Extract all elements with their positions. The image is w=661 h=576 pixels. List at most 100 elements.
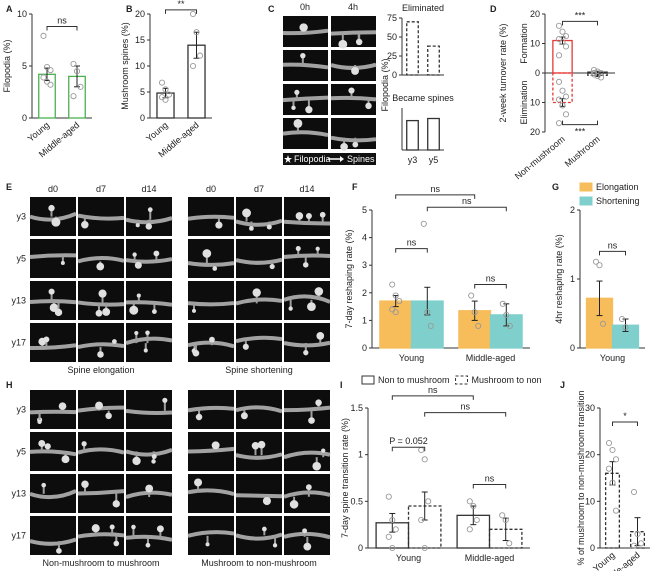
image-column-label: d0 xyxy=(48,184,58,194)
significance-label: ns xyxy=(430,184,440,194)
spine-head xyxy=(109,524,115,530)
spine-head xyxy=(315,246,320,251)
data-point xyxy=(40,74,47,81)
image-column-label: d0 xyxy=(206,184,216,194)
y-tick-label: 10 xyxy=(17,9,27,19)
panel-label: B xyxy=(126,4,133,14)
data-point xyxy=(555,22,563,29)
image-cell xyxy=(188,281,234,320)
dendrite xyxy=(29,489,77,500)
bar xyxy=(552,72,573,104)
dendrite xyxy=(77,213,125,221)
data-point xyxy=(418,446,425,454)
dendrite xyxy=(283,294,331,304)
data-point xyxy=(392,309,399,316)
dendrite xyxy=(282,130,329,138)
dendrite xyxy=(330,30,377,36)
spine-head xyxy=(131,524,136,530)
data-point xyxy=(418,516,425,524)
legend-swatch xyxy=(579,182,593,192)
data-point xyxy=(612,456,620,463)
y-axis-label: Mushroom spines (%) xyxy=(120,22,130,110)
dendrite xyxy=(77,447,125,455)
y-axis-label: Filopodia (%) xyxy=(380,58,390,111)
y-tick-label: 3 xyxy=(362,260,367,270)
spine-head xyxy=(134,261,142,269)
spine-head xyxy=(192,349,200,357)
image-caption: Spine elongation xyxy=(67,365,134,375)
spine-head xyxy=(242,343,249,350)
spine-head xyxy=(91,524,100,533)
dendrite xyxy=(330,95,377,102)
data-point xyxy=(73,68,81,75)
dendrite xyxy=(235,218,283,227)
spine-head xyxy=(96,262,105,271)
image-cell xyxy=(284,239,330,278)
legend-swatch xyxy=(361,375,375,385)
data-point xyxy=(196,52,204,59)
significance-label: ns xyxy=(486,274,496,284)
image-cell xyxy=(30,323,76,362)
data-point xyxy=(385,533,392,540)
y-tick-label: 10 xyxy=(135,61,145,71)
data-point xyxy=(630,542,638,549)
dendrite xyxy=(235,297,283,306)
image-row-label: y3 xyxy=(16,405,26,415)
spine-head xyxy=(81,480,89,489)
spine-head xyxy=(194,478,203,487)
significance-label: ns xyxy=(428,385,438,395)
legend-label: Elongation xyxy=(596,182,639,192)
data-point xyxy=(189,62,197,70)
image-caption: Spine shortening xyxy=(225,365,293,375)
image-row-label: y5 xyxy=(16,447,26,457)
dendrite xyxy=(125,336,173,346)
data-point xyxy=(555,36,563,43)
spine-head xyxy=(135,223,140,228)
y-tick-label: 1 xyxy=(570,274,575,284)
dendrite xyxy=(125,447,173,457)
significance-bracket xyxy=(391,446,426,452)
dendrite xyxy=(330,135,377,143)
image-cell xyxy=(236,323,282,362)
image-row-label: y17 xyxy=(11,531,26,541)
spine-head xyxy=(145,484,154,493)
panel-label: D xyxy=(490,4,497,14)
spine-head xyxy=(294,89,300,95)
image-cell xyxy=(236,432,282,471)
x-tick-label: Young xyxy=(396,553,421,563)
spine-head xyxy=(312,461,322,471)
data-point xyxy=(630,488,638,496)
spine-head xyxy=(295,212,304,220)
data-point xyxy=(590,69,598,77)
data-point xyxy=(43,63,51,71)
data-point xyxy=(158,79,166,86)
dendrite xyxy=(283,219,331,226)
spine-head xyxy=(305,484,312,491)
data-point xyxy=(555,78,563,85)
spine-head xyxy=(257,440,266,449)
spine-head xyxy=(365,102,372,110)
x-tick-label: Young xyxy=(399,353,424,363)
data-point xyxy=(562,111,570,118)
y-tick-label: 30 xyxy=(585,403,595,413)
spine-head xyxy=(269,263,275,270)
spine-head xyxy=(38,439,46,447)
data-point xyxy=(427,322,434,329)
dendrite xyxy=(77,256,125,264)
dendrite xyxy=(235,257,283,265)
spine-head xyxy=(147,207,153,213)
image-row-label: y5 xyxy=(16,254,26,264)
dendrite xyxy=(282,28,329,36)
spine-head xyxy=(113,540,120,547)
data-point xyxy=(597,74,605,81)
y-tick-label: 0.5 xyxy=(350,496,363,506)
significance-label: ns xyxy=(57,15,67,25)
spine-head xyxy=(81,441,87,447)
y-tick-label: 0 xyxy=(535,68,540,78)
spine-head xyxy=(48,288,55,295)
significance-bracket xyxy=(612,421,638,426)
spine-head xyxy=(340,142,348,151)
legend-swatch xyxy=(455,375,469,385)
image-legend-label: Spines xyxy=(347,154,375,164)
spine-head xyxy=(61,455,70,464)
